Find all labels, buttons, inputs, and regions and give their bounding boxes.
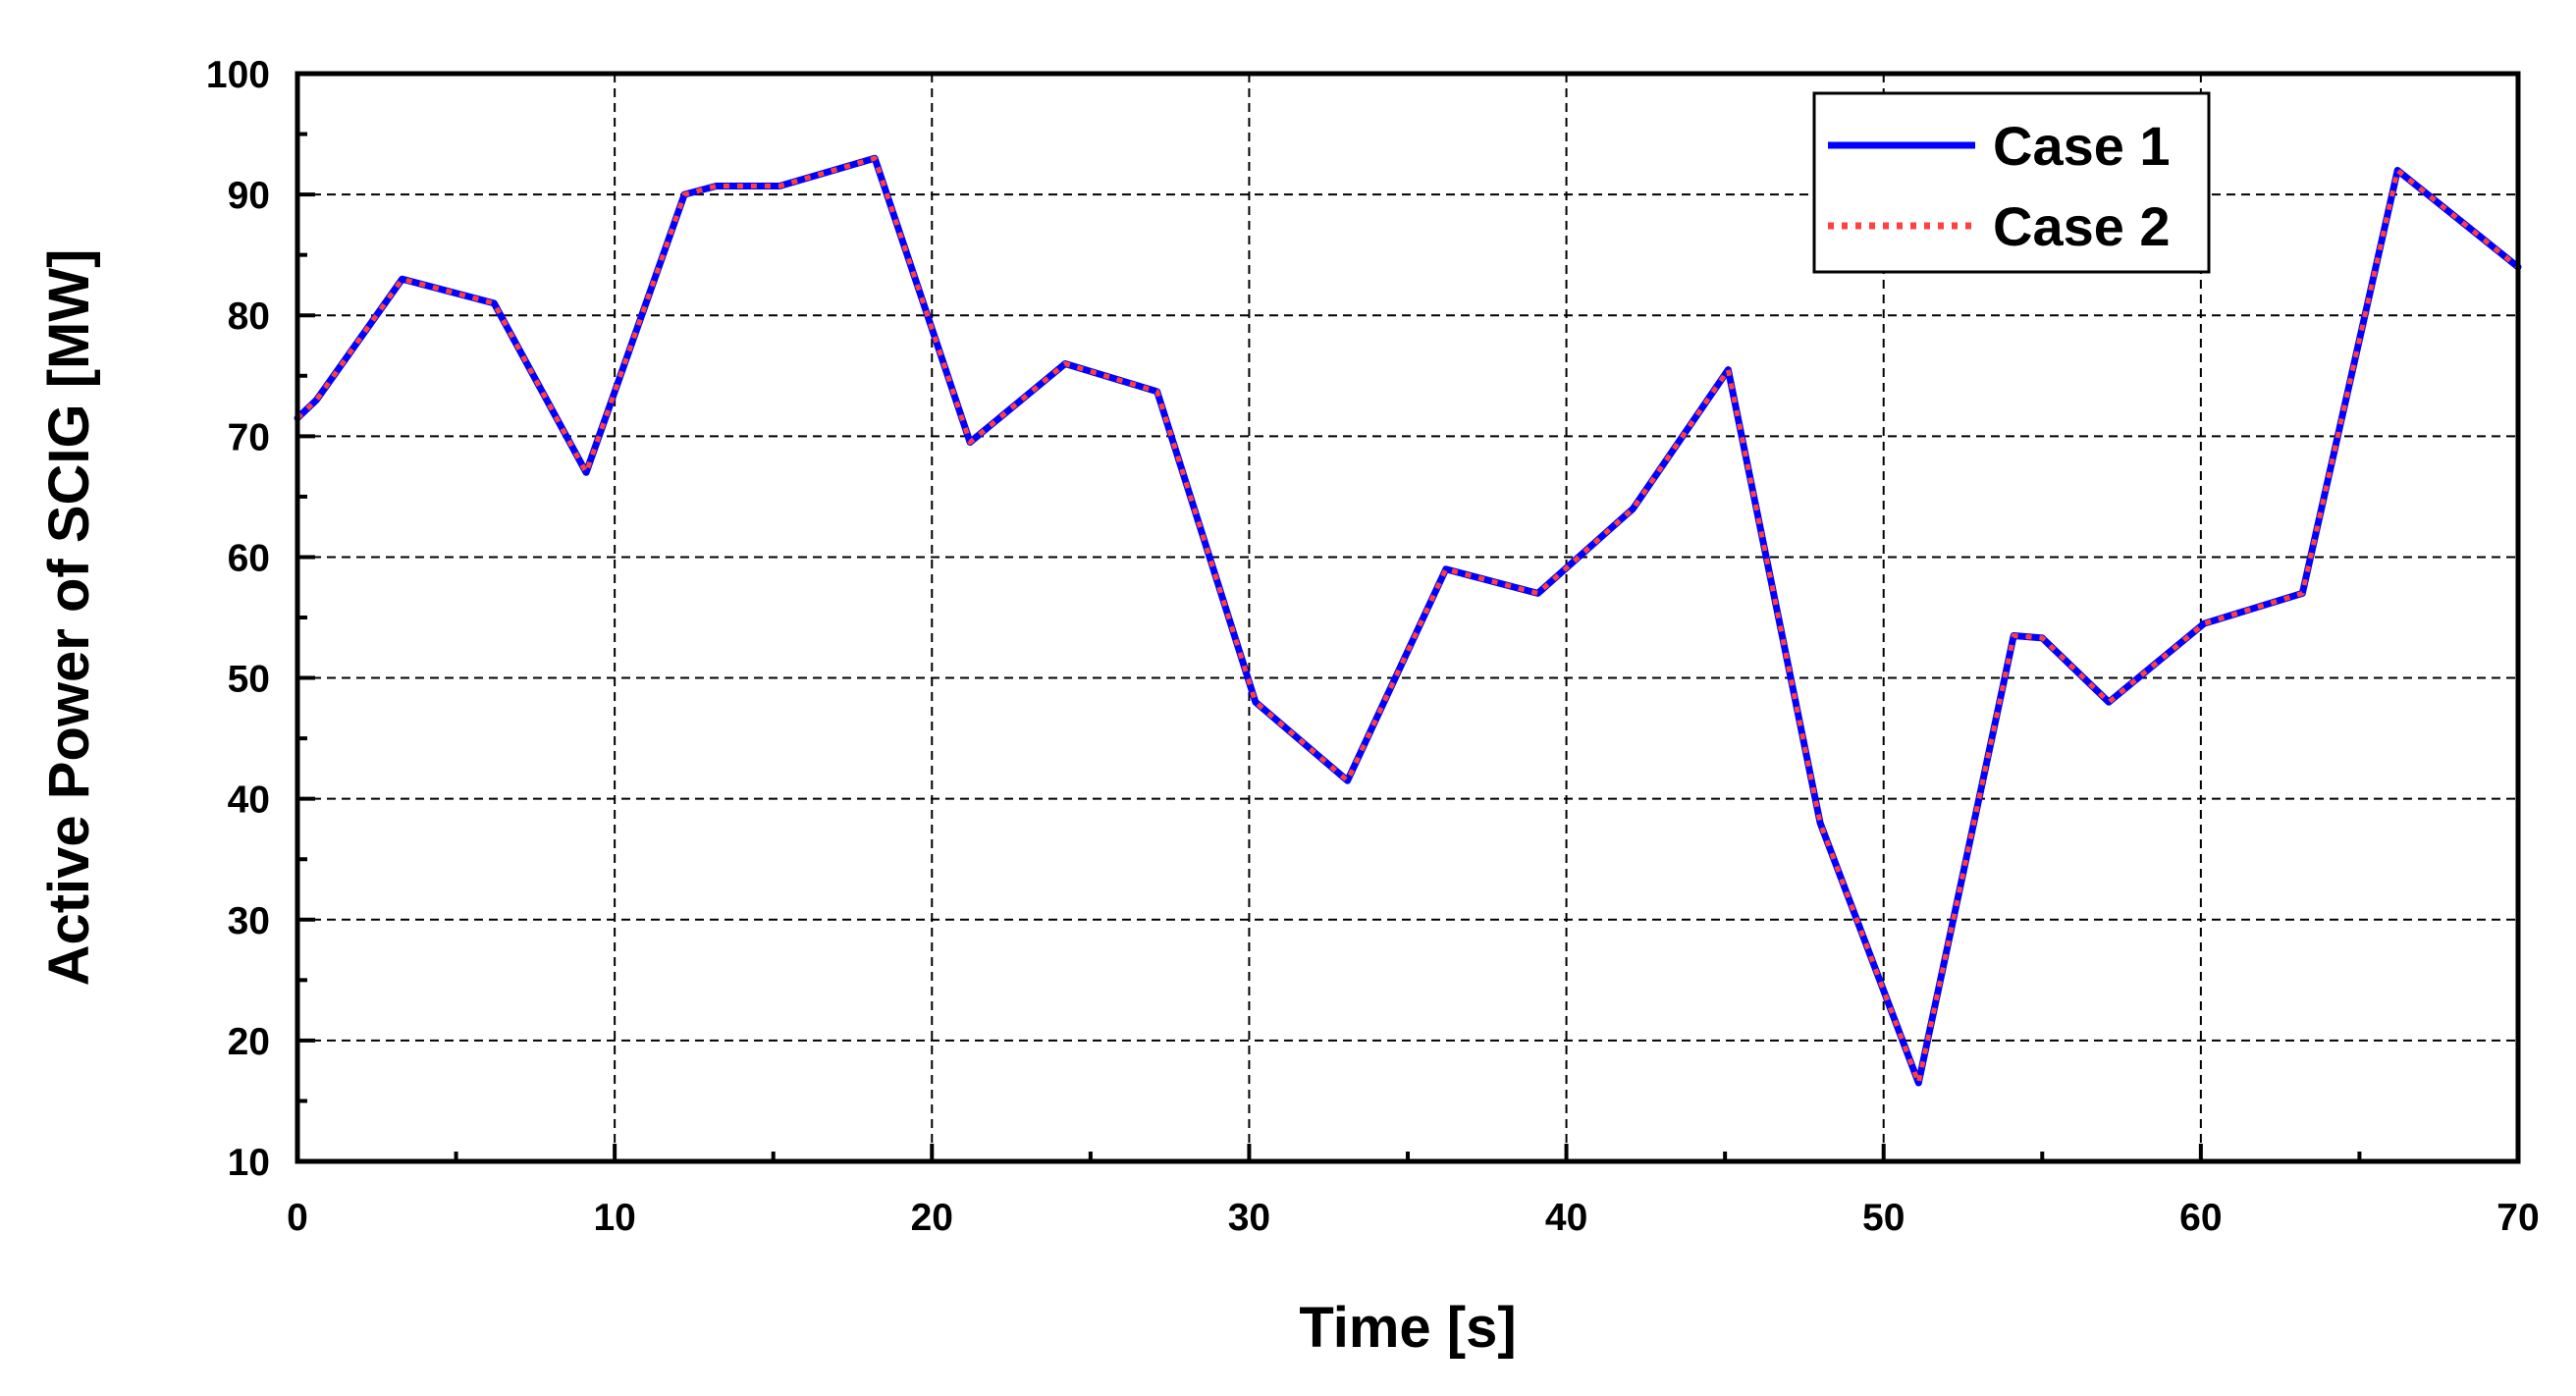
y-tick-label: 100 bbox=[206, 54, 270, 96]
y-axis-title: Active Power of SCIG [MW] bbox=[37, 249, 101, 987]
x-tick-label: 30 bbox=[1228, 1197, 1270, 1239]
x-tick-label: 10 bbox=[593, 1197, 635, 1239]
series-line-case-1 bbox=[294, 154, 2522, 1087]
y-tick-label: 90 bbox=[228, 175, 270, 217]
y-tick-label: 50 bbox=[228, 659, 270, 701]
x-tick-label: 70 bbox=[2496, 1197, 2539, 1239]
x-axis-tick-labels: 0 10 20 30 40 50 60 70 bbox=[287, 1197, 2540, 1239]
legend-label-case-2: Case 2 bbox=[1993, 195, 2171, 257]
y-tick-label: 30 bbox=[228, 900, 270, 942]
y-tick-label: 10 bbox=[228, 1142, 270, 1184]
y-tick-label: 40 bbox=[228, 779, 270, 822]
grid bbox=[297, 74, 2518, 1161]
x-tick-label: 20 bbox=[911, 1197, 953, 1239]
legend-label-case-1: Case 1 bbox=[1993, 115, 2171, 177]
x-tick-label: 50 bbox=[1862, 1197, 1905, 1239]
legend: Case 1 Case 2 bbox=[1812, 91, 2211, 274]
y-tick-label: 60 bbox=[228, 537, 270, 579]
y-axis-tick-labels: 10 20 30 40 50 60 70 80 90 100 bbox=[206, 54, 270, 1184]
series-lines bbox=[294, 154, 2522, 1087]
y-tick-label: 70 bbox=[228, 416, 270, 458]
y-tick-label: 80 bbox=[228, 295, 270, 338]
x-axis-title: Time [s] bbox=[1299, 1296, 1516, 1360]
y-tick-label: 20 bbox=[228, 1021, 270, 1063]
x-tick-label: 40 bbox=[1545, 1197, 1587, 1239]
legend-box bbox=[1812, 91, 2211, 274]
axis-ticks bbox=[295, 72, 2520, 1163]
x-tick-label: 60 bbox=[2179, 1197, 2222, 1239]
x-tick-label: 0 bbox=[287, 1197, 308, 1239]
